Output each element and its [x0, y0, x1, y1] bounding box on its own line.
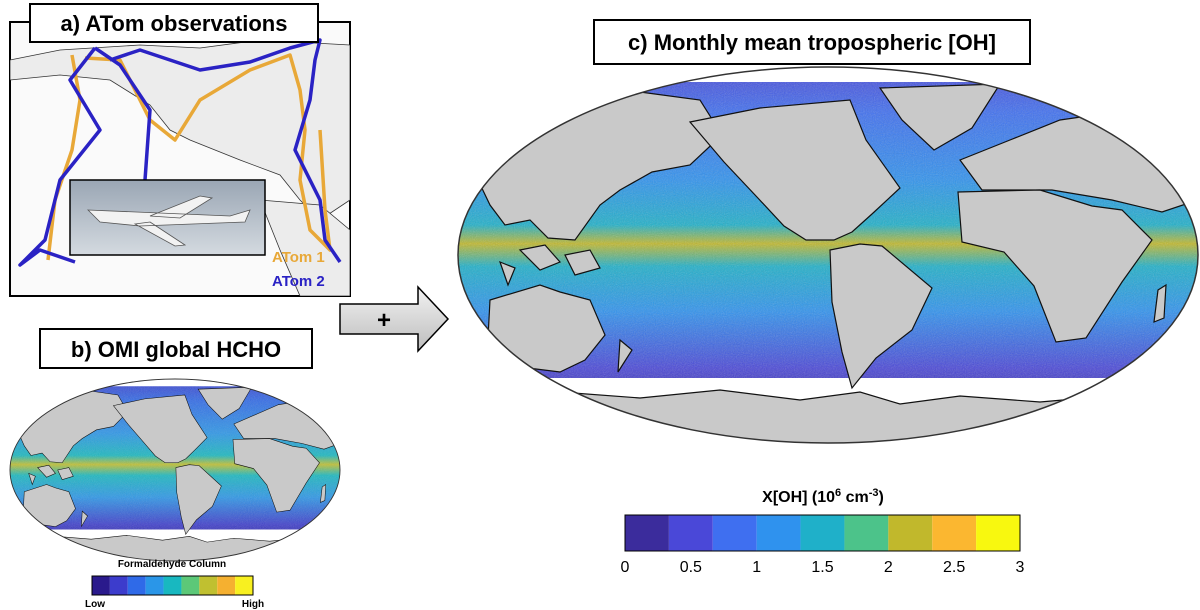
panel-c-map — [457, 66, 1199, 444]
oh-colorbar-title-part: cm — [841, 489, 869, 506]
hcho-colorbar-swatch — [92, 576, 110, 595]
oh-colorbar-tick-label: 2.5 — [943, 559, 965, 576]
oh-colorbar-swatch — [932, 515, 977, 551]
oh-colorbar-tick-label: 1 — [752, 559, 761, 576]
oh-colorbar-tick-label: 0 — [621, 559, 630, 576]
panel-c-title-box — [593, 19, 1031, 65]
hcho-low-label: Low — [85, 599, 105, 610]
atom2-route — [18, 38, 342, 267]
oh-colorbar-tick-label: 3 — [1016, 559, 1025, 576]
hcho-colorbar-swatch — [199, 576, 218, 595]
hcho-colorbar-swatch — [181, 576, 200, 595]
legend-atom1: ATom 1 — [272, 249, 325, 266]
hcho-colorbar-swatch — [109, 576, 128, 595]
oh-colorbar-swatch — [756, 515, 801, 551]
hcho-colorbar-frame — [91, 575, 254, 596]
oh-colorbar-tick-label: 1.5 — [811, 559, 833, 576]
hcho-colorbar-swatch — [127, 576, 146, 595]
oh-colorbar-tick-label: 0.5 — [680, 559, 702, 576]
panel-b-title: b) OMI global HCHO — [71, 337, 281, 362]
hcho-colorbar-swatch — [145, 576, 164, 595]
hcho-colorbar-swatch — [235, 576, 253, 595]
hcho-colorbar-title: Formaldehyde Column — [118, 559, 226, 570]
oh-colorbar: 0 0.5 1 1.5 2 2.5 3 — [621, 514, 1025, 576]
oh-colorbar-tick-label: 2 — [884, 559, 893, 576]
oh-colorbar-swatch — [844, 515, 889, 551]
hcho-colorbar — [91, 575, 254, 596]
oh-colorbar-frame — [624, 514, 1021, 552]
panel-a-title-box — [29, 3, 319, 43]
panel-b-map — [9, 378, 341, 562]
oh-colorbar-title-part: ) — [879, 489, 884, 506]
arrow — [339, 285, 450, 353]
hcho-colorbar-swatch — [163, 576, 182, 595]
oh-colorbar-swatch — [712, 515, 757, 551]
oh-colorbar-title-part: X[OH] (10 — [762, 489, 835, 506]
oh-colorbar-swatch — [888, 515, 933, 551]
oh-colorbar-swatch — [976, 515, 1020, 551]
oh-colorbar-title-sup: -3 — [869, 487, 879, 499]
oh-colorbar-title: X[OH] (106 cm-3) — [762, 487, 884, 506]
oh-colorbar-swatch — [668, 515, 713, 551]
oh-colorbar-swatch — [800, 515, 845, 551]
panel-b-title-box — [39, 328, 313, 369]
oh-colorbar-swatch — [625, 515, 669, 551]
arrow-label: + — [377, 307, 391, 334]
panel-c-title: c) Monthly mean tropospheric [OH] — [628, 30, 996, 55]
hcho-colorbar-swatch — [217, 576, 236, 595]
oh-colorbar-title-sup: 6 — [835, 487, 841, 499]
hcho-high-label: High — [242, 599, 264, 610]
atom1-route — [46, 53, 332, 261]
aircraft — [86, 195, 251, 247]
panel-a-title: a) ATom observations — [61, 11, 288, 36]
legend-atom2: ATom 2 — [272, 273, 325, 290]
